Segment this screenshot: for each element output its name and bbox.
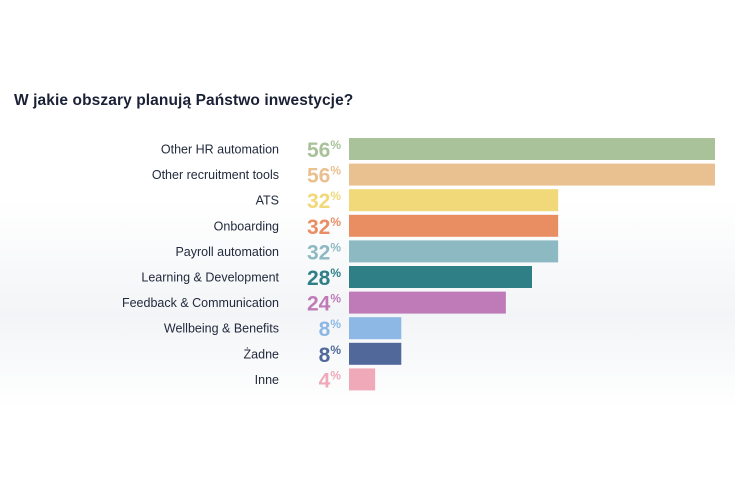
category-label: Feedback & Communication [122,296,279,310]
category-label: Other HR automation [161,143,279,157]
data-label: 56% [307,138,341,162]
data-label: 32% [307,240,341,264]
category-label: Payroll automation [175,245,279,259]
data-label: 8% [319,343,342,367]
chart-title: W jakie obszary planują Państwo inwestyc… [14,92,354,109]
bar-other-hr-automation [349,138,715,160]
data-label: 28% [307,266,341,290]
bar-inne [349,368,376,391]
bar-other-recruitment-tools [349,163,715,186]
bar-feedback-communication [349,291,506,314]
data-label: 56% [307,164,341,188]
bar-payroll-automation [349,240,559,263]
category-label: Inne [255,373,279,387]
bar-learning-development [349,266,532,288]
bar-adne [349,342,402,365]
bar-onboarding [349,214,559,237]
category-label: Onboarding [214,219,279,233]
category-label: Wellbeing & Benefits [164,322,279,336]
data-label: 4% [319,368,342,392]
category-label: Żadne [244,347,279,361]
data-label: 8% [319,317,342,341]
data-label: 32% [307,189,341,213]
data-label: 32% [307,215,341,239]
category-label: ATS [256,194,279,208]
bar-ats [349,189,559,212]
data-label: 24% [307,292,341,316]
category-label: Learning & Development [141,271,279,285]
category-label: Other recruitment tools [152,168,279,182]
bar-wellbeing-benefits [349,317,402,340]
